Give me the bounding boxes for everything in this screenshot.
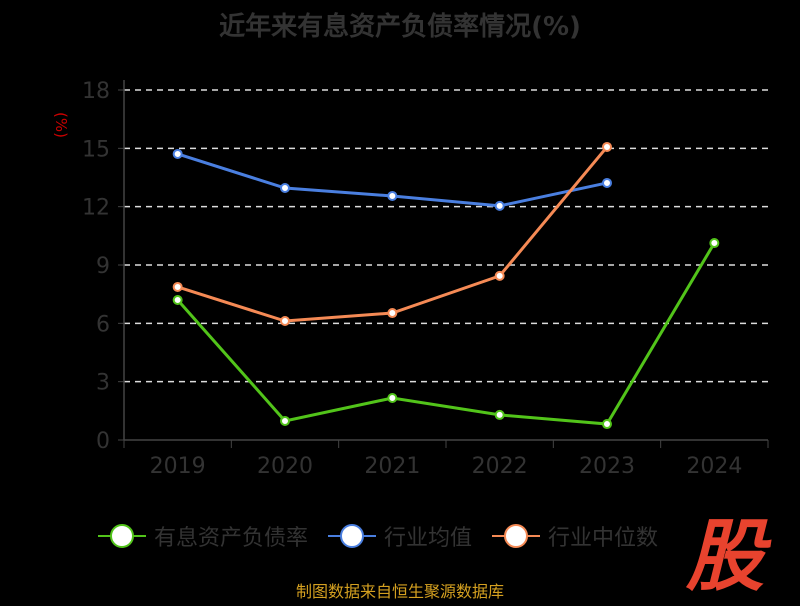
data-point (494, 409, 505, 420)
data-point (387, 393, 398, 403)
data-point (172, 281, 183, 292)
y-tick-label: 0 (96, 429, 110, 454)
data-point (280, 183, 290, 193)
legend-label: 有息资产负债率 (154, 526, 309, 551)
x-tick-label: 2022 (472, 454, 528, 479)
watermark-logo: 股 (686, 512, 765, 602)
y-tick-label: 12 (82, 196, 110, 221)
legend-label: 行业中位数 (548, 526, 659, 551)
data-point (387, 190, 398, 201)
x-tick-label: 2023 (579, 454, 635, 479)
y-tick-label: 18 (82, 79, 110, 104)
x-tick-label: 2024 (686, 454, 742, 479)
data-point (602, 141, 612, 152)
y-tick-label: 3 (96, 371, 110, 396)
data-point (602, 177, 612, 188)
x-tick-label: 2020 (257, 454, 313, 479)
data-point (172, 148, 183, 159)
y-tick-label: 15 (82, 137, 110, 162)
legend-item-2[interactable]: 行业中位数 (492, 520, 658, 552)
y-tick-label: 6 (96, 312, 110, 337)
data-point (602, 419, 612, 430)
data-point (494, 200, 505, 211)
legend-label: 行业均值 (384, 526, 473, 551)
data-point (280, 415, 290, 426)
x-tick-label: 2019 (150, 454, 206, 479)
source-note: 制图数据来自恒生聚源数据库 (295, 582, 504, 601)
legend: 有息资产负债率 行业均值 行业中位数 (98, 520, 658, 552)
chart-title: 近年来有息资产负债率情况(%) (219, 12, 581, 42)
legend-item-1[interactable]: 行业均值 (328, 520, 472, 552)
data-point (280, 316, 290, 326)
y-tick-label: 9 (96, 254, 110, 279)
x-tick-label: 2021 (364, 454, 420, 479)
data-point (494, 270, 505, 281)
legend-item-0[interactable]: 有息资产负债率 (98, 520, 308, 552)
data-point (709, 238, 720, 249)
data-point (172, 295, 183, 305)
data-point (387, 308, 398, 319)
series-line-0 (176, 242, 716, 426)
